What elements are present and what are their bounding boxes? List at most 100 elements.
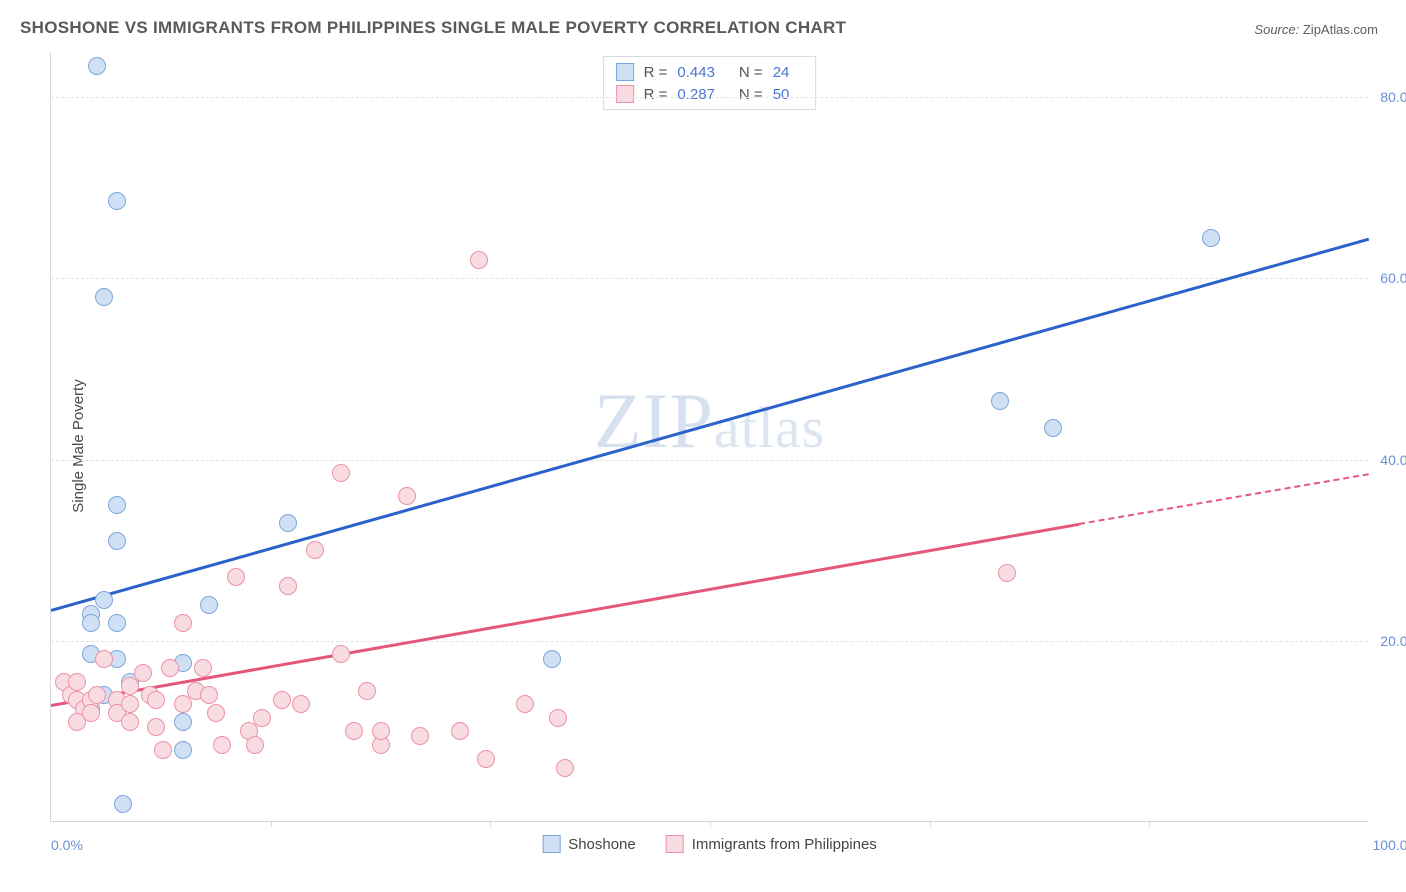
data-point — [121, 713, 139, 731]
data-point — [95, 288, 113, 306]
data-point — [108, 496, 126, 514]
trend-line — [51, 238, 1370, 612]
data-point — [549, 709, 567, 727]
x-tick-mark — [1149, 821, 1150, 827]
r-label: R = — [644, 64, 668, 81]
x-tick-mark — [271, 821, 272, 827]
legend-item: Immigrants from Philippines — [666, 835, 877, 853]
source-label: Source: — [1254, 22, 1299, 37]
data-point — [88, 686, 106, 704]
data-point — [451, 722, 469, 740]
watermark-part2: atlas — [714, 395, 825, 460]
data-point — [227, 568, 245, 586]
data-point — [372, 722, 390, 740]
gridline-horizontal — [51, 641, 1368, 642]
watermark: ZIPatlas — [594, 376, 825, 466]
data-point — [991, 392, 1009, 410]
data-point — [82, 614, 100, 632]
data-point — [174, 713, 192, 731]
plot-area: ZIPatlas R =0.443N =24R =0.287N =50 Shos… — [50, 52, 1368, 822]
y-tick-label: 20.0% — [1380, 633, 1406, 649]
data-point — [174, 695, 192, 713]
x-tick-label: 0.0% — [51, 837, 83, 853]
y-tick-label: 40.0% — [1380, 452, 1406, 468]
data-point — [556, 759, 574, 777]
data-point — [121, 695, 139, 713]
data-point — [108, 192, 126, 210]
data-point — [345, 722, 363, 740]
data-point — [121, 677, 139, 695]
n-label: N = — [739, 64, 763, 81]
data-point — [68, 673, 86, 691]
legend-swatch — [666, 835, 684, 853]
data-point — [161, 659, 179, 677]
n-value: 24 — [773, 64, 790, 81]
data-point — [470, 251, 488, 269]
data-point — [1202, 229, 1220, 247]
r-value: 0.443 — [677, 64, 715, 81]
data-point — [200, 686, 218, 704]
legend-label: Shoshone — [568, 836, 636, 853]
y-tick-label: 60.0% — [1380, 270, 1406, 286]
chart-container: SHOSHONE VS IMMIGRANTS FROM PHILIPPINES … — [0, 0, 1406, 892]
data-point — [194, 659, 212, 677]
data-point — [95, 591, 113, 609]
data-point — [477, 750, 495, 768]
data-point — [1044, 419, 1062, 437]
data-point — [516, 695, 534, 713]
data-point — [358, 682, 376, 700]
gridline-horizontal — [51, 460, 1368, 461]
legend-swatch — [616, 85, 634, 103]
legend-stats: R = 0.443 N = 24 R = 0.287 N = 50 — [603, 56, 817, 110]
x-tick-mark — [710, 821, 711, 827]
data-point — [82, 704, 100, 722]
x-tick-mark — [490, 821, 491, 827]
legend-stat-row: R = 0.443 N = 24 — [616, 61, 804, 83]
x-tick-mark — [930, 821, 931, 827]
x-tick-label: 100.0% — [1373, 837, 1406, 853]
gridline-horizontal — [51, 97, 1368, 98]
data-point — [108, 532, 126, 550]
data-point — [147, 718, 165, 736]
legend-item: Shoshone — [542, 835, 636, 853]
y-tick-label: 80.0% — [1380, 89, 1406, 105]
legend-label: Immigrants from Philippines — [692, 836, 877, 853]
trend-line — [51, 523, 1079, 707]
data-point — [95, 650, 113, 668]
r-label: R = — [644, 86, 668, 103]
data-point — [200, 596, 218, 614]
data-point — [207, 704, 225, 722]
data-point — [998, 564, 1016, 582]
data-point — [174, 614, 192, 632]
gridline-horizontal — [51, 278, 1368, 279]
data-point — [147, 691, 165, 709]
data-point — [108, 614, 126, 632]
source-attribution: Source: ZipAtlas.com — [1254, 22, 1378, 37]
data-point — [253, 709, 271, 727]
data-point — [292, 695, 310, 713]
data-point — [306, 541, 324, 559]
data-point — [411, 727, 429, 745]
legend-series: Shoshone Immigrants from Philippines — [542, 835, 877, 853]
n-value: 50 — [773, 86, 790, 103]
data-point — [174, 741, 192, 759]
data-point — [543, 650, 561, 668]
r-value: 0.287 — [677, 86, 715, 103]
data-point — [273, 691, 291, 709]
legend-swatch — [616, 63, 634, 81]
data-point — [134, 664, 152, 682]
data-point — [114, 795, 132, 813]
data-point — [154, 741, 172, 759]
data-point — [279, 577, 297, 595]
data-point — [332, 645, 350, 663]
data-point — [279, 514, 297, 532]
trend-line-extrapolated — [1079, 473, 1369, 525]
data-point — [88, 57, 106, 75]
n-label: N = — [739, 86, 763, 103]
data-point — [246, 736, 264, 754]
data-point — [398, 487, 416, 505]
legend-stat-row: R = 0.287 N = 50 — [616, 83, 804, 105]
source-value: ZipAtlas.com — [1303, 22, 1378, 37]
chart-title: SHOSHONE VS IMMIGRANTS FROM PHILIPPINES … — [20, 18, 846, 38]
legend-swatch — [542, 835, 560, 853]
